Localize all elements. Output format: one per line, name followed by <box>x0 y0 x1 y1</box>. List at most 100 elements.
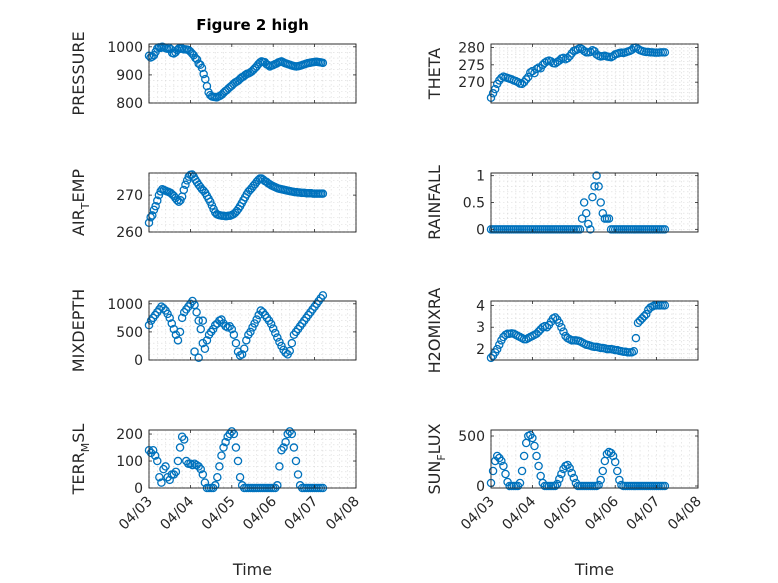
data-point <box>273 333 282 342</box>
axes-frame <box>148 429 357 489</box>
ytick-label: 0 <box>476 222 485 238</box>
ytick-label: 1000 <box>107 297 143 313</box>
data-point <box>151 201 160 211</box>
data-point <box>175 443 185 452</box>
data-point <box>497 73 506 83</box>
data-point <box>179 435 189 444</box>
ytick-label: 500 <box>458 429 485 445</box>
data-point <box>273 481 282 490</box>
data-point <box>524 72 533 82</box>
series-points <box>144 42 328 102</box>
data-point <box>557 322 566 332</box>
data-point <box>246 327 255 337</box>
data-point <box>528 66 537 76</box>
ytick-label: 3 <box>476 320 485 336</box>
data-point <box>579 198 589 207</box>
ytick-label: 280 <box>458 40 485 56</box>
data-point <box>157 478 166 487</box>
ytick-label: 900 <box>116 68 143 84</box>
data-point <box>555 474 564 484</box>
data-point <box>167 319 177 328</box>
data-point <box>598 466 608 476</box>
data-point <box>237 350 247 359</box>
data-point <box>530 441 539 451</box>
data-point <box>565 463 574 473</box>
data-point <box>615 475 624 485</box>
data-point <box>513 77 523 87</box>
data-point <box>153 456 162 466</box>
data-point <box>162 44 172 54</box>
series-points <box>486 171 670 234</box>
data-point <box>488 89 498 98</box>
data-point <box>239 344 249 354</box>
series-points <box>486 301 670 363</box>
data-point <box>199 69 208 79</box>
data-point <box>229 330 239 339</box>
ytick-label: 260 <box>116 225 143 241</box>
data-point <box>534 461 543 471</box>
data-point <box>584 219 593 229</box>
data-point <box>159 304 168 313</box>
data-point <box>604 214 614 223</box>
data-point <box>492 451 502 461</box>
data-point <box>177 313 187 323</box>
data-point <box>550 313 560 322</box>
xtick-label: 04/08 <box>323 494 363 534</box>
data-point <box>287 338 297 348</box>
data-point <box>577 214 587 223</box>
data-point <box>210 481 220 490</box>
data-point <box>198 470 208 479</box>
data-point <box>233 456 243 466</box>
data-point <box>271 328 280 338</box>
subplot-4: 0 0.5 1 RAINFALL <box>425 165 699 240</box>
xtick-label: 04/07 <box>624 494 664 534</box>
data-point <box>610 457 620 467</box>
xtick-label: 04/08 <box>665 494 705 534</box>
data-point <box>289 443 299 452</box>
subplot-1: 800 900 1000 PRESSURE Figure 2 high <box>69 16 357 116</box>
data-point <box>202 81 212 91</box>
ytick-label: 0 <box>476 479 485 495</box>
data-point <box>281 348 290 357</box>
grid <box>490 300 699 360</box>
data-point <box>588 192 597 202</box>
data-point <box>559 327 568 336</box>
ytick-label: 4 <box>476 298 485 314</box>
data-point <box>519 451 529 461</box>
data-point <box>287 429 297 439</box>
data-point <box>575 225 585 234</box>
xtick-label: 04/06 <box>240 493 280 533</box>
data-point <box>188 460 197 470</box>
data-point <box>660 481 670 491</box>
axes-background <box>490 300 699 361</box>
subplot-7: 0 100 200 04/03 04/04 04/05 04/06 04/07 04/08 Tim… <box>69 424 363 579</box>
data-point <box>196 324 205 334</box>
data-point <box>173 456 183 466</box>
data-point <box>202 336 212 345</box>
data-point <box>629 347 639 356</box>
data-point <box>165 313 174 323</box>
data-point <box>596 475 605 485</box>
data-point <box>213 472 222 482</box>
y-axis-label: RAINFALL <box>425 165 444 240</box>
data-point <box>586 225 595 234</box>
data-point <box>530 68 539 78</box>
data-point <box>515 478 525 488</box>
data-point <box>532 451 541 461</box>
y-axis-label: H2OMIXRA <box>425 288 444 374</box>
subplot-3: 260 270 AIRTEMP <box>69 169 357 241</box>
data-point <box>155 472 164 482</box>
x-axis-label: Time <box>574 560 614 579</box>
ytick-label: 0.5 <box>463 196 485 212</box>
data-point <box>227 324 237 334</box>
data-point <box>532 64 541 74</box>
ytick-label: 200 <box>116 427 143 443</box>
axes-frame <box>490 429 699 489</box>
data-point <box>190 347 199 356</box>
xtick-label: 04/04 <box>499 493 539 533</box>
ytick-label: 0 <box>134 481 143 497</box>
data-point <box>528 433 537 443</box>
data-point <box>631 333 641 343</box>
data-point <box>153 196 162 205</box>
